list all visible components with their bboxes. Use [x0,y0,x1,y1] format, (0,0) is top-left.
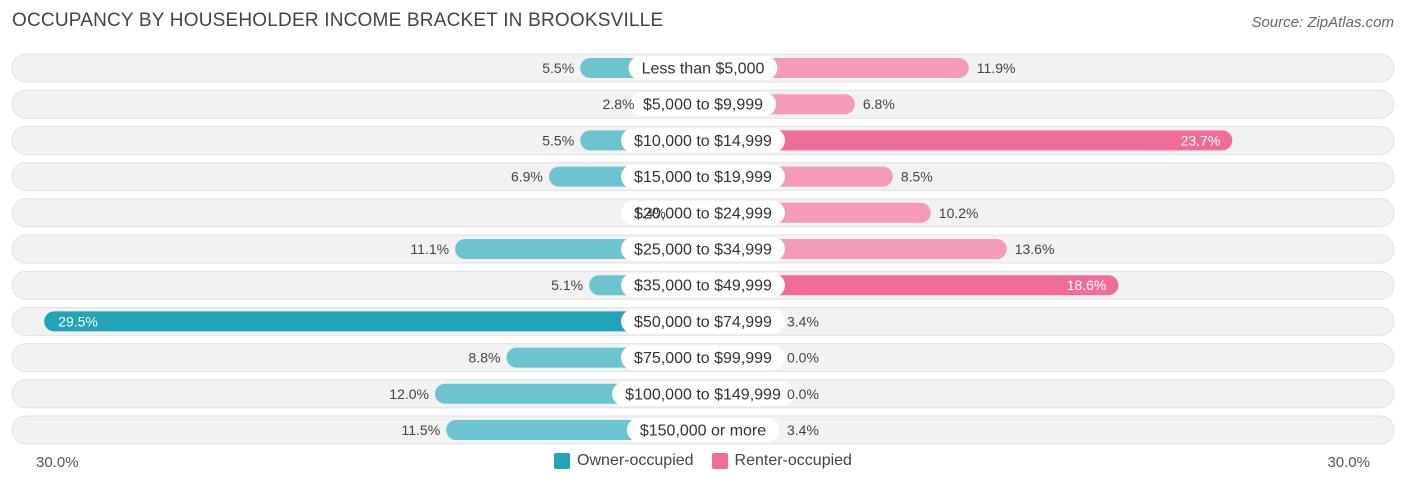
owner-value-label: 12.0% [389,386,429,402]
legend-owner[interactable]: Owner-occupied [554,452,694,470]
legend-renter-swatch [711,453,728,469]
category-pill [621,309,785,334]
owner-value-label: 1.4% [634,205,666,221]
renter-value-label: 0.0% [787,386,819,402]
legend-owner-label: Owner-occupied [577,452,694,469]
legend-renter-label: Renter-occupied [734,452,852,469]
renter-value-label: 11.9% [977,60,1016,76]
axis-right-label: 30.0% [1327,454,1370,471]
owner-value-label: 5.5% [542,132,574,148]
renter-bar [683,275,1119,296]
renter-value-label: 23.7% [1181,132,1221,148]
chart-title: OCCUPANCY BY HOUSEHOLDER INCOME BRACKET … [12,10,664,31]
owner-value-label: 11.5% [401,422,440,438]
category-label: $100,000 to $149,999 [625,386,781,403]
axis-left-label: 30.0% [36,454,79,471]
category-pill [621,164,785,189]
renter-bar [683,130,1233,151]
category-pill [612,381,794,406]
category-pill [621,237,785,261]
renter-value-label: 3.4% [787,313,819,329]
category-label: $50,000 to $74,999 [634,314,772,331]
legend-owner-swatch [554,453,571,469]
category-pill [628,56,778,80]
category-label: $75,000 to $99,999 [634,350,772,367]
category-label: Less than $5,000 [642,61,765,78]
category-pill [621,273,785,298]
category-pill [629,92,777,117]
renter-value-label: 3.4% [787,422,819,438]
owner-value-label: 2.8% [603,96,635,112]
source-credit: Source: ZipAtlas.com [1251,14,1394,31]
owner-value-label: 6.9% [511,169,543,185]
renter-value-label: 18.6% [1067,277,1107,293]
category-pill [621,345,785,370]
category-label: $10,000 to $14,999 [634,133,772,150]
owner-value-label: 5.5% [542,60,574,76]
legend: Owner-occupied Renter-occupied [0,452,1406,470]
renter-value-label: 10.2% [939,205,979,221]
owner-value-label: 8.8% [469,350,501,366]
owner-bar [44,311,703,332]
legend-renter[interactable]: Renter-occupied [711,452,852,470]
renter-value-label: 0.0% [787,350,819,366]
owner-value-label: 11.1% [410,241,449,257]
category-label: $20,000 to $24,999 [634,205,772,222]
category-label: $5,000 to $9,999 [643,97,763,114]
category-label: $15,000 to $19,999 [634,169,772,186]
category-pill [626,418,780,442]
renter-value-label: 6.8% [863,96,895,112]
owner-value-label: 5.1% [551,277,583,293]
renter-value-label: 13.6% [1015,241,1055,257]
category-pill [621,128,785,153]
category-label: $150,000 or more [640,423,766,440]
category-label: $35,000 to $49,999 [634,278,772,295]
owner-value-label: 29.5% [58,313,98,329]
category-label: $25,000 to $34,999 [634,242,772,259]
renter-value-label: 8.5% [901,169,933,185]
category-pill [621,200,785,225]
